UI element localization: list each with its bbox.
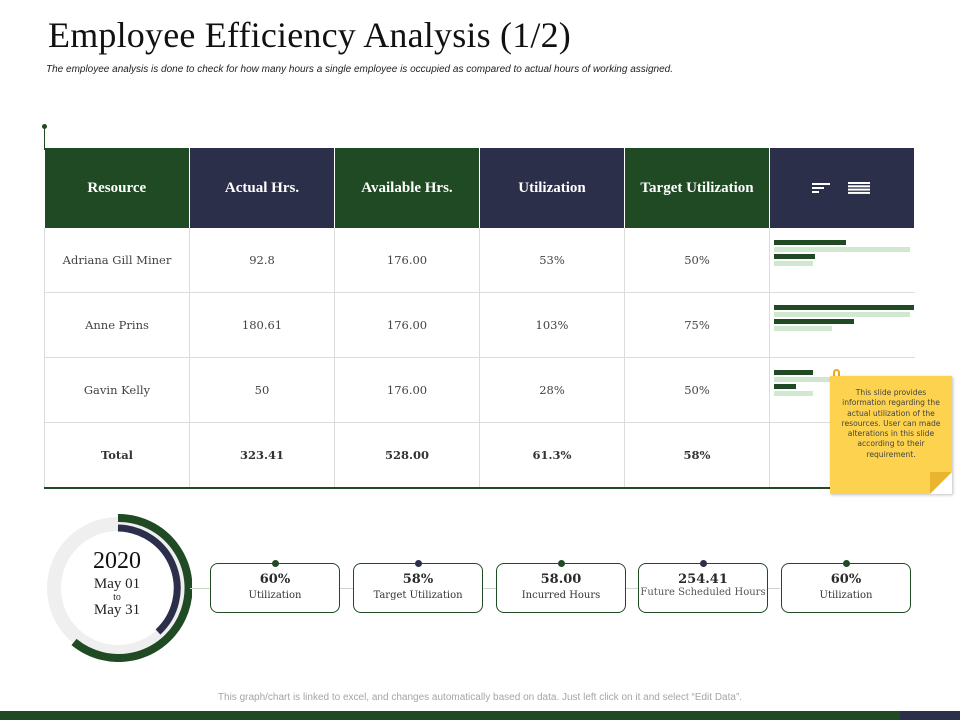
total-utilization: 61.3% [479,422,625,489]
stat-dot [843,560,850,567]
stat-label: Future Scheduled Hours [640,587,766,598]
table-header-row: Resource Actual Hrs. Available Hrs. Util… [44,148,915,228]
marker-line [44,128,45,150]
stats-connector-line [190,588,780,589]
stat-value: 60% [259,572,291,587]
bar-utilization [774,384,796,389]
ring-arc-navy [117,524,181,635]
table-row: Anne Prins 180.61 176.00 103% 75% [44,292,915,358]
header-target-utilization: Target Utilization [624,148,770,228]
ring-center [66,536,170,640]
header-chart-icons [769,148,915,228]
table-row: Adriana Gill Miner 92.8 176.00 53% 50% [44,228,915,293]
total-resource: Total [44,422,190,489]
sticky-note-text: This slide provides information regardin… [841,388,941,459]
ring-year: 2020 [93,548,141,574]
cell-available: 176.00 [334,228,480,293]
ring-from-date: May 01 [93,576,141,592]
bar-target-utilization [774,326,832,331]
table-row: Gavin Kelly 50 176.00 28% 50% [44,357,915,423]
bar-available-hrs [774,312,910,317]
stat-value: 60% [830,572,862,587]
stat-dot [558,560,565,567]
ring-until-date: May 31 [93,602,141,619]
total-available: 528.00 [334,422,480,489]
cell-resource: Adriana Gill Miner [44,228,190,293]
page-subtitle: The employee analysis is done to check f… [46,64,674,75]
cell-available: 176.00 [334,292,480,358]
bar-utilization [774,254,815,259]
bar-utilization [774,319,854,324]
bar-target-utilization [774,261,813,266]
cell-actual: 92.8 [189,228,335,293]
bars-cell [769,292,915,358]
total-target: 58% [624,422,770,489]
bar-actual-hrs [774,370,813,375]
menu-lines-icon [847,182,870,194]
stat-dot [415,560,422,567]
ring-date-range: May 01 to May 31 [64,576,170,619]
cell-target: 75% [624,292,770,358]
cell-target: 50% [624,228,770,293]
cell-actual: 180.61 [189,292,335,358]
footer-bar [0,711,960,720]
bar-actual-hrs [774,240,846,245]
header-actual-hrs: Actual Hrs. [189,148,335,228]
header-resource: Resource [44,148,190,228]
note-fold-corner [930,472,952,494]
ring-track [47,517,189,659]
stat-label: Target Utilization [373,590,463,601]
bar-actual-hrs [774,305,914,310]
bar-chart-icon [812,183,831,194]
table-total-row: Total 323.41 528.00 61.3% 58% [44,422,915,489]
stat-card-incurred-hours: 58.00 Incurred Hours [496,560,626,613]
date-ring [47,514,192,662]
bar-available-hrs [774,247,910,252]
marker-dot [42,124,47,129]
sticky-note: This slide provides information regardin… [830,376,952,494]
header-utilization: Utilization [479,148,625,228]
total-actual: 323.41 [189,422,335,489]
efficiency-table: Resource Actual Hrs. Available Hrs. Util… [44,148,915,489]
cell-actual: 50 [189,357,335,423]
stat-value: 254.41 [678,572,728,587]
ring-arc-green [71,514,192,662]
bar-target-utilization [774,391,813,396]
cell-utilization: 28% [479,357,625,423]
bars-cell [769,228,915,293]
stat-label: Utilization [819,590,873,601]
stat-card-utilization: 60% Utilization [210,560,340,613]
cell-target: 50% [624,357,770,423]
stat-dot [700,560,707,567]
page-title: Employee Efficiency Analysis (1/2) [48,15,571,55]
stat-card-utilization-2: 60% Utilization [781,560,911,613]
cell-utilization: 53% [479,228,625,293]
header-available-hrs: Available Hrs. [334,148,480,228]
stat-card-target-utilization: 58% Target Utilization [353,560,483,613]
stat-label: Incurred Hours [521,590,601,601]
cell-resource: Gavin Kelly [44,357,190,423]
stat-dot [272,560,279,567]
ring-to-word: to [113,591,121,603]
footer-bar-accent [900,711,960,720]
cell-resource: Anne Prins [44,292,190,358]
stat-value: 58% [402,572,434,587]
stat-card-future-scheduled-hours: 254.41 Future Scheduled Hours [638,560,768,613]
stat-value: 58.00 [540,572,582,587]
footer-note: This graph/chart is linked to excel, and… [217,692,743,703]
cell-utilization: 103% [479,292,625,358]
cell-available: 176.00 [334,357,480,423]
stat-label: Utilization [248,590,302,601]
